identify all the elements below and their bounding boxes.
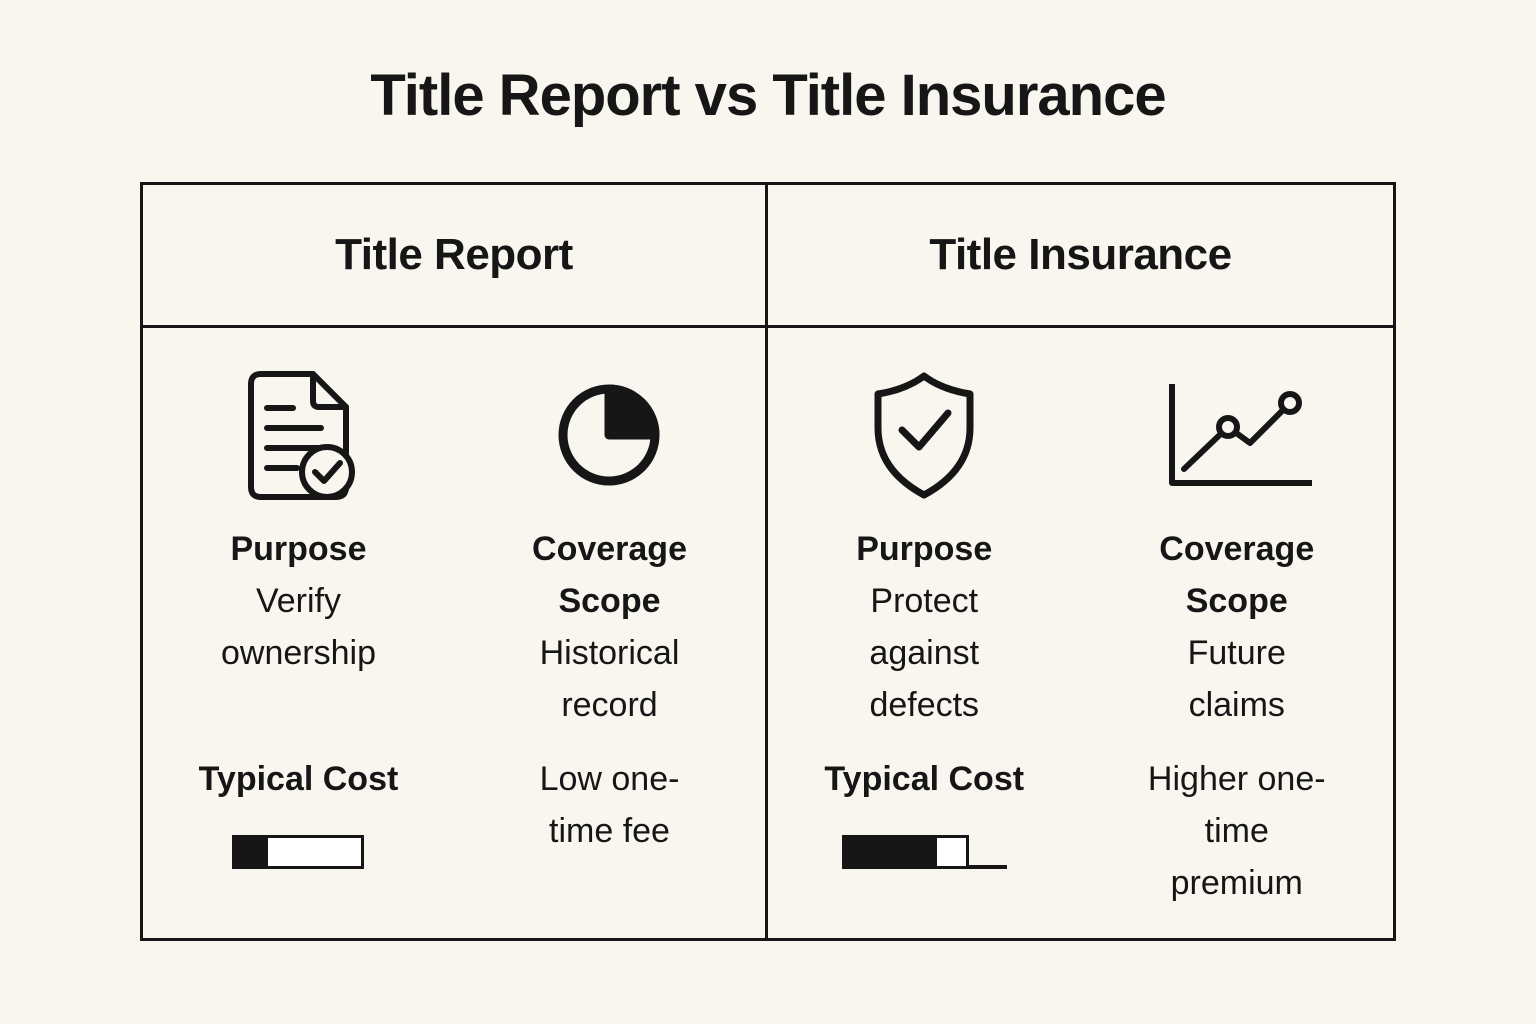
purpose-value: Verify ownership — [221, 582, 376, 672]
cost-block: Typical Cost — [824, 753, 1024, 869]
pie-chart-icon — [454, 348, 765, 523]
cost-block: Typical Cost — [198, 753, 399, 869]
coverage-block: Coverage Scope Future claims — [1122, 523, 1352, 753]
purpose-label: Purpose — [230, 530, 367, 568]
coverage-label: Coverage Scope — [1159, 530, 1315, 620]
page-title: Title Report vs Title Insurance — [370, 63, 1166, 128]
comparison-table: Title Report — [140, 182, 1396, 941]
coverage-value: Future claims — [1187, 634, 1286, 724]
column-body-title-report: Purpose Verify ownership Coverage Scope … — [143, 328, 765, 938]
column-header-title-report: Title Report — [143, 185, 765, 328]
cost-label: Typical Cost — [198, 760, 399, 798]
purpose-value: Protect against defects — [869, 582, 980, 724]
purpose-label: Purpose — [856, 530, 993, 568]
cost-value-block: Higher one-time premium — [1144, 753, 1329, 909]
cost-value: Low one-time fee — [539, 760, 680, 850]
column-header-title-insurance: Title Insurance — [768, 185, 1393, 328]
column-title-report: Title Report — [143, 185, 768, 938]
column-body-title-insurance: Purpose Protect against defects Coverage… — [768, 328, 1393, 938]
coverage-label: Coverage Scope — [532, 530, 687, 620]
cost-label: Typical Cost — [824, 760, 1025, 798]
cost-level-bar — [232, 835, 365, 869]
column-title-insurance: Title Insurance Purpose Protect against — [768, 185, 1393, 938]
coverage-value: Historical record — [539, 634, 680, 724]
coverage-block: Coverage Scope Historical record — [495, 523, 725, 753]
purpose-block: Purpose Protect against defects — [824, 523, 1024, 753]
cost-level-bar — [841, 835, 1007, 869]
cost-value: Higher one-time premium — [1147, 760, 1326, 902]
document-check-icon — [143, 348, 454, 523]
purpose-block: Purpose Verify ownership — [199, 523, 399, 753]
shield-check-icon — [768, 348, 1081, 523]
line-chart-icon — [1081, 348, 1394, 523]
cost-value-block: Low one-time fee — [517, 753, 702, 857]
